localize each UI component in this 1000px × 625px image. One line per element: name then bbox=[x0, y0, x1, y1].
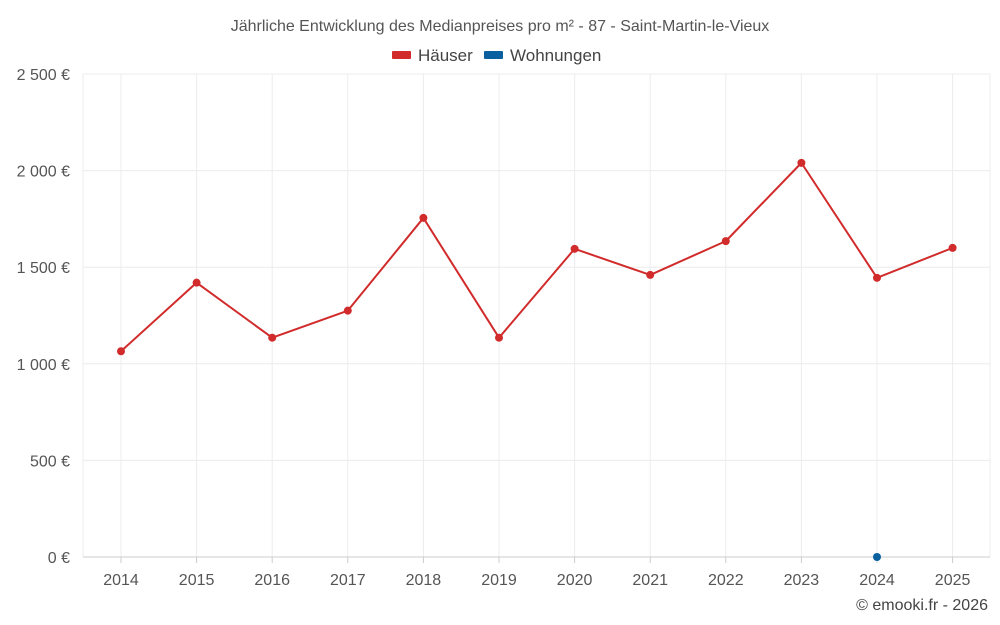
legend-swatch bbox=[392, 51, 411, 59]
x-tick-label: 2014 bbox=[103, 572, 139, 589]
data-point bbox=[721, 237, 730, 246]
credit-text: © emooki.fr - 2026 bbox=[856, 597, 988, 614]
series-line bbox=[120, 161, 953, 352]
x-tick-label: 2019 bbox=[481, 572, 517, 589]
data-point bbox=[570, 244, 579, 253]
y-axis: 0 € 500 € 1 000 € 1 500 € 2 000 € 2 500 € bbox=[17, 67, 70, 567]
x-tick-label: 2022 bbox=[708, 572, 744, 589]
x-tick-label: 2021 bbox=[632, 572, 668, 589]
x-tick-label: 2015 bbox=[179, 572, 215, 589]
y-tick-label: 2 500 € bbox=[17, 67, 70, 84]
data-point bbox=[873, 553, 881, 561]
x-tick-label: 2025 bbox=[935, 572, 971, 589]
y-tick-label: 2 000 € bbox=[17, 164, 70, 181]
legend-item: Wohnungen bbox=[484, 46, 601, 65]
data-point bbox=[343, 306, 352, 315]
y-tick-label: 1 000 € bbox=[17, 357, 70, 374]
data-point bbox=[797, 158, 806, 167]
data-point bbox=[419, 213, 428, 222]
legend-label: Häuser bbox=[418, 46, 473, 65]
x-tick-label: 2016 bbox=[254, 572, 290, 589]
legend-item: Häuser bbox=[392, 46, 473, 65]
y-tick-label: 500 € bbox=[30, 453, 70, 470]
data-point bbox=[646, 270, 655, 279]
x-tick-label: 2024 bbox=[859, 572, 895, 589]
y-tick-label: 1 500 € bbox=[17, 260, 70, 277]
chart-title: Jährliche Entwicklung des Medianpreises … bbox=[231, 18, 770, 35]
x-tick-label: 2020 bbox=[557, 572, 593, 589]
x-tick-label: 2017 bbox=[330, 572, 366, 589]
legend-swatch bbox=[484, 51, 503, 59]
x-tick-label: 2023 bbox=[784, 572, 820, 589]
grid bbox=[82, 73, 991, 557]
data-point bbox=[268, 333, 277, 342]
y-tick-label: 0 € bbox=[48, 550, 70, 567]
x-axis: 2014 2015 2016 2017 2018 2019 2020 2021 2022 2023… bbox=[83, 556, 990, 589]
legend: Häuser Wohnungen bbox=[392, 46, 601, 65]
data-point bbox=[192, 278, 201, 287]
legend-label: Wohnungen bbox=[510, 46, 601, 65]
x-tick-label: 2018 bbox=[406, 572, 442, 589]
data-point bbox=[117, 347, 125, 356]
data-point bbox=[873, 273, 881, 282]
data-point bbox=[948, 243, 957, 252]
series-wohnungen bbox=[873, 553, 881, 561]
series-haeuser bbox=[117, 158, 957, 356]
data-point bbox=[495, 333, 503, 342]
series-layer bbox=[117, 158, 957, 561]
